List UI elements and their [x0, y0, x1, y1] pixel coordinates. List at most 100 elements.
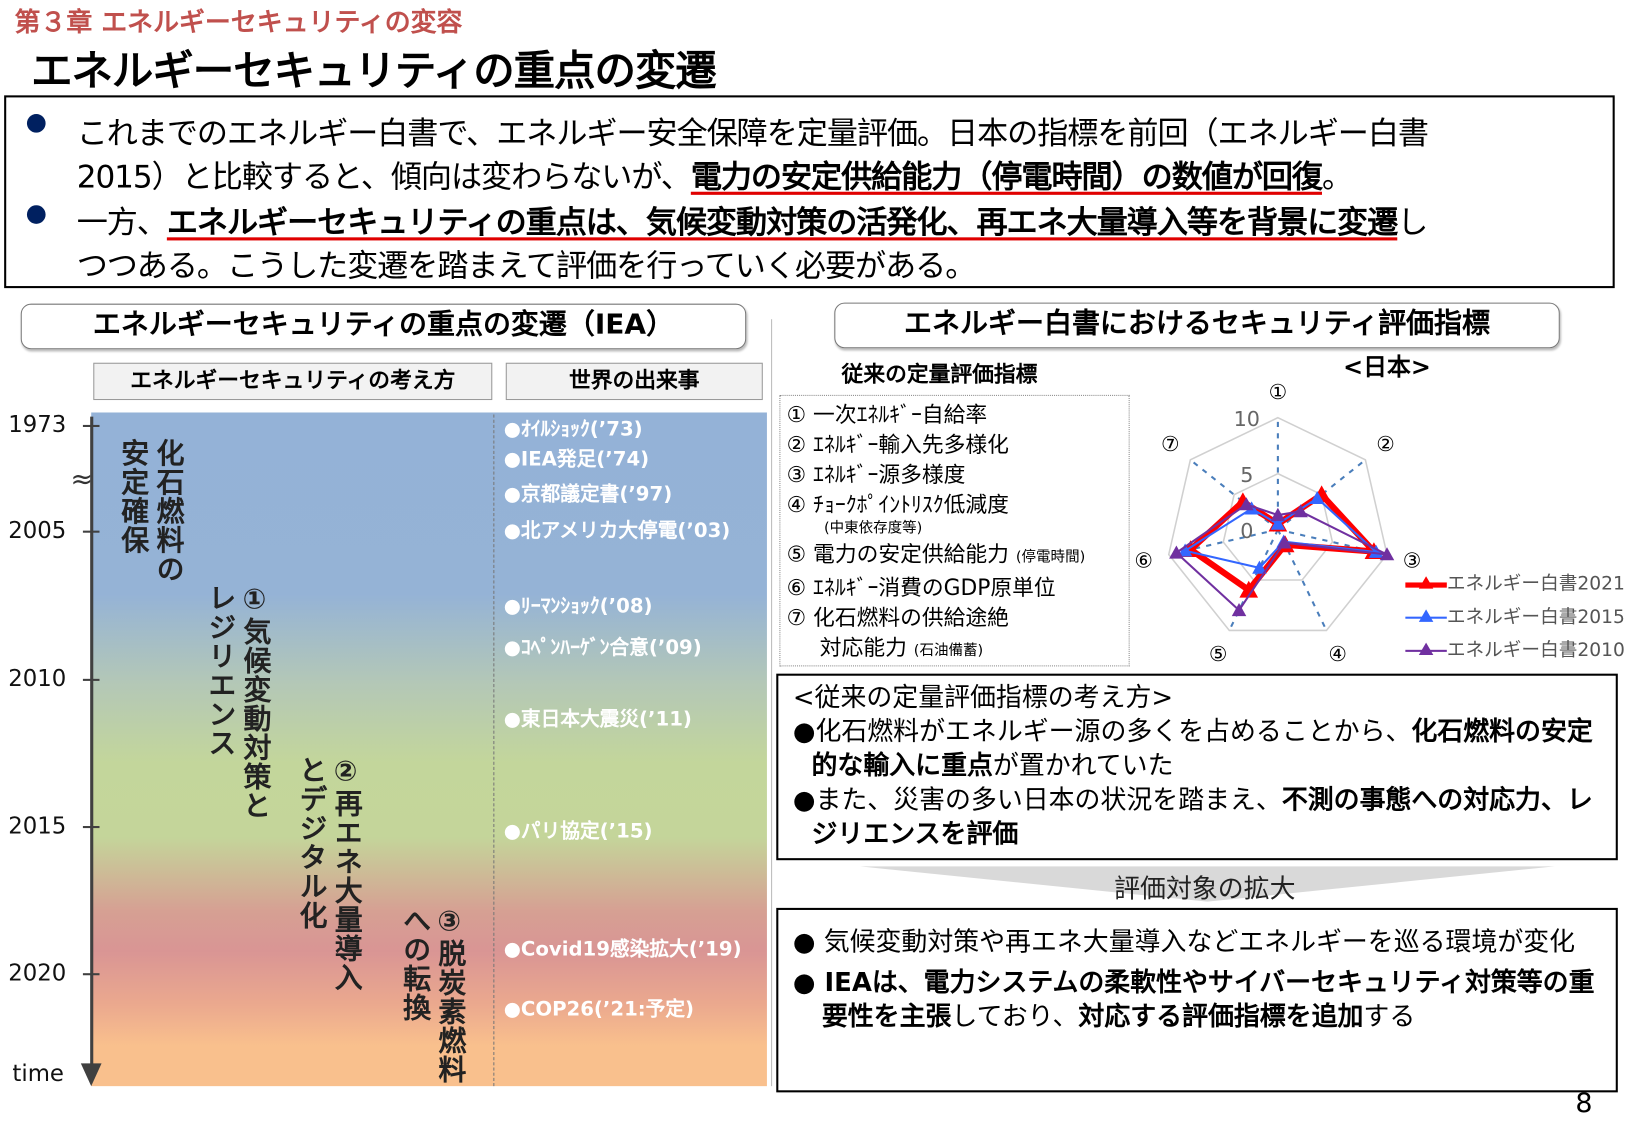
text: 化石燃料の	[151, 438, 184, 584]
series-line	[1184, 497, 1378, 569]
chart-title: <日本>	[1343, 354, 1431, 382]
data-point	[1276, 535, 1292, 549]
tick-label: 5	[1240, 463, 1253, 487]
indicator-note: (石油備蓄)	[913, 642, 984, 660]
legend-label: エネルギー白書2021	[1446, 573, 1625, 595]
box-bullet: ●また、災害の多い日本の状況を踏まえ、不測の事態への対応力、レジリエンスを評価	[793, 782, 1601, 850]
event-item: ●COP26(’21:予定)	[503, 998, 695, 1021]
expansion-arrow-icon	[860, 866, 1555, 902]
legend-item: エネルギー白書2021	[1405, 569, 1625, 596]
summary-line: これまでのエネルギー白書で、エネルギー安全保障を定量評価。日本の指標を前回（エネ…	[76, 116, 1429, 153]
tick	[82, 973, 100, 976]
text: しており、	[951, 1001, 1079, 1032]
indicator-note: (中東依存度等)	[823, 520, 923, 537]
indicator-subtitle: 従来の定量評価指標	[841, 361, 1038, 387]
summary-box: これまでのエネルギー白書で、エネルギー安全保障を定量評価。日本の指標を前回（エネ…	[4, 95, 1615, 289]
timeline-divider	[493, 414, 495, 1087]
text: が置かれていた	[992, 750, 1174, 781]
data-point	[1239, 497, 1254, 511]
data-point	[1239, 580, 1259, 598]
text: な輸入に重点	[837, 750, 993, 781]
tick-label: 0	[1240, 519, 1253, 543]
column-header-concept: エネルギーセキュリティの考え方	[93, 362, 493, 401]
event-item: ●ｵｲﾙｼｮｯｸ(’73)	[503, 417, 643, 441]
text: ● 気候変動対策や再エネ大量導入などエネルギーを巡る環境	[792, 926, 1498, 957]
text: 化石燃料の安定的	[811, 716, 1593, 781]
phase-3: ③脱炭素燃料 への転換	[396, 906, 466, 1084]
box-bullet: ● 気候変動対策や再エネ大量導入などエネルギーを巡る環境が変化	[793, 924, 1601, 958]
axis-label: ①	[1269, 380, 1288, 404]
axis-label: ②	[1376, 432, 1395, 456]
text: への転換	[397, 905, 431, 1022]
legend-item: エネルギー白書2015	[1405, 602, 1625, 629]
year-label: 2010	[8, 666, 67, 693]
highlight-text: 電力の安定供給能力（停電時間）の数値が回復	[690, 159, 1323, 196]
radar-chart: ① ② ③ ④ ⑤ ⑥ ⑦ 0 5 10	[1134, 380, 1422, 666]
event-item: ●ｺﾍﾟﾝﾊｰｹﾞﾝ合意(’09)	[503, 636, 702, 660]
axis-label: ⑦	[1161, 432, 1180, 456]
text: 不測の事態への対応	[1281, 784, 1516, 815]
grid-ring	[1167, 416, 1388, 632]
data-point	[1270, 516, 1286, 530]
data-point	[1270, 507, 1286, 521]
axis-line	[1277, 459, 1367, 531]
text: し	[1397, 205, 1428, 242]
axis-label: ④	[1328, 642, 1347, 666]
legend-item: エネルギー白書2010	[1405, 635, 1625, 662]
tick	[82, 678, 100, 681]
tick	[82, 530, 100, 533]
event-item: ●IEA発足(’74)	[503, 447, 650, 471]
highlight-text: エネルギーセキュリティの重点は、気候変動対策の活発化、再エネ大量導入等を背景に変…	[166, 205, 1398, 242]
data-point	[1310, 490, 1325, 504]
text: ●化石燃料がエネルギー源の多くを占めることから、	[792, 716, 1412, 747]
phase-1: ①気候変動対策と レジリエンス	[201, 583, 271, 819]
text: ⑤ 電力の安定供給能力	[786, 542, 1009, 567]
data-point	[1177, 543, 1193, 557]
axis-line	[1189, 459, 1279, 531]
left-panel-title: エネルギーセキュリティの重点の変遷（IEA）	[20, 303, 747, 350]
text: 力、レジリエンスを評価	[811, 784, 1593, 849]
page-title: エネルギーセキュリティの重点の変遷	[31, 47, 717, 96]
axis-line	[1276, 529, 1328, 631]
text: ①気候変動対策と	[238, 583, 271, 820]
data-point	[1379, 547, 1395, 561]
text: 等の重要性を主張	[821, 966, 1595, 1032]
event-item: ●パリ協定(’15)	[503, 819, 653, 843]
legend-marker-icon	[1405, 609, 1447, 622]
indicator-item: ② ｴﾈﾙｷﾞｰ輸入先多様化	[786, 432, 1009, 458]
text: ②再エネ大量導入	[329, 755, 362, 992]
series-line	[1175, 503, 1389, 612]
year-label: 1973	[8, 412, 67, 439]
expanded-evaluation-box: ● 気候変動対策や再エネ大量導入などエネルギーを巡る環境が変化 ● IEAは、電…	[776, 907, 1618, 1093]
text: とデジタル化	[294, 755, 327, 930]
tick-label: 10	[1234, 407, 1260, 431]
panel-divider	[771, 319, 773, 1087]
text: 2015）と比較すると、傾向は変わらないが、	[76, 159, 692, 196]
indicator-item: ⑥ ｴﾈﾙｷﾞｰ消費のGDP原単位	[786, 575, 1056, 601]
indicator-item: 対応能力 (石油備蓄)	[787, 633, 1129, 666]
bullet-icon	[26, 114, 46, 133]
traditional-approach-box: <従来の定量評価指標の考え方> ●化石燃料がエネルギー源の多くを占めることから、…	[776, 673, 1618, 861]
indicator-item: ① 一次ｴﾈﾙｷﾞｰ自給率	[786, 402, 988, 427]
indicator-item: ③ ｴﾈﾙｷﾞｰ源多様度	[786, 462, 966, 488]
indicator-item: ④ ﾁｮｰｸﾎﾟｲﾝﾄﾘｽｸ低減度	[786, 492, 1009, 518]
text: する	[1363, 1001, 1416, 1032]
indicator-item: ⑦ 化石燃料の供給途絶	[786, 605, 1009, 631]
text: 対応能力	[819, 635, 907, 661]
tick	[82, 826, 100, 829]
text: レジリエンス	[203, 583, 236, 758]
event-item: ●ﾘｰﾏﾝｼｮｯｸ(’08)	[503, 594, 653, 618]
year-label: 2005	[8, 518, 67, 545]
year-label: 2020	[8, 960, 67, 987]
bullet-icon	[26, 205, 46, 224]
legend-marker-icon	[1405, 575, 1447, 589]
axis-label: ③	[1403, 548, 1422, 572]
box-bullet: ●化石燃料がエネルギー源の多くを占めることから、化石燃料の安定的な輸入に重点が置…	[793, 714, 1601, 782]
page-number: 8	[1575, 1088, 1593, 1120]
summary-line: 2015）と比較すると、傾向は変わらないが、電力の安定供給能力（停電時間）の数値…	[76, 151, 1353, 197]
box-bullet: ● IEAは、電力システムの柔軟性やサイバーセキュリティ対策等の重要性を主張して…	[793, 965, 1601, 1033]
arrow-down-icon	[80, 1063, 102, 1087]
right-panel-title: エネルギー白書におけるセキュリティ評価指標	[834, 302, 1560, 349]
phase-fossil: 化石燃料の 安定確保	[114, 438, 184, 583]
summary-line: 一方、エネルギーセキュリティの重点は、気候変動対策の活発化、再エネ大量導入等を背…	[77, 197, 1429, 243]
